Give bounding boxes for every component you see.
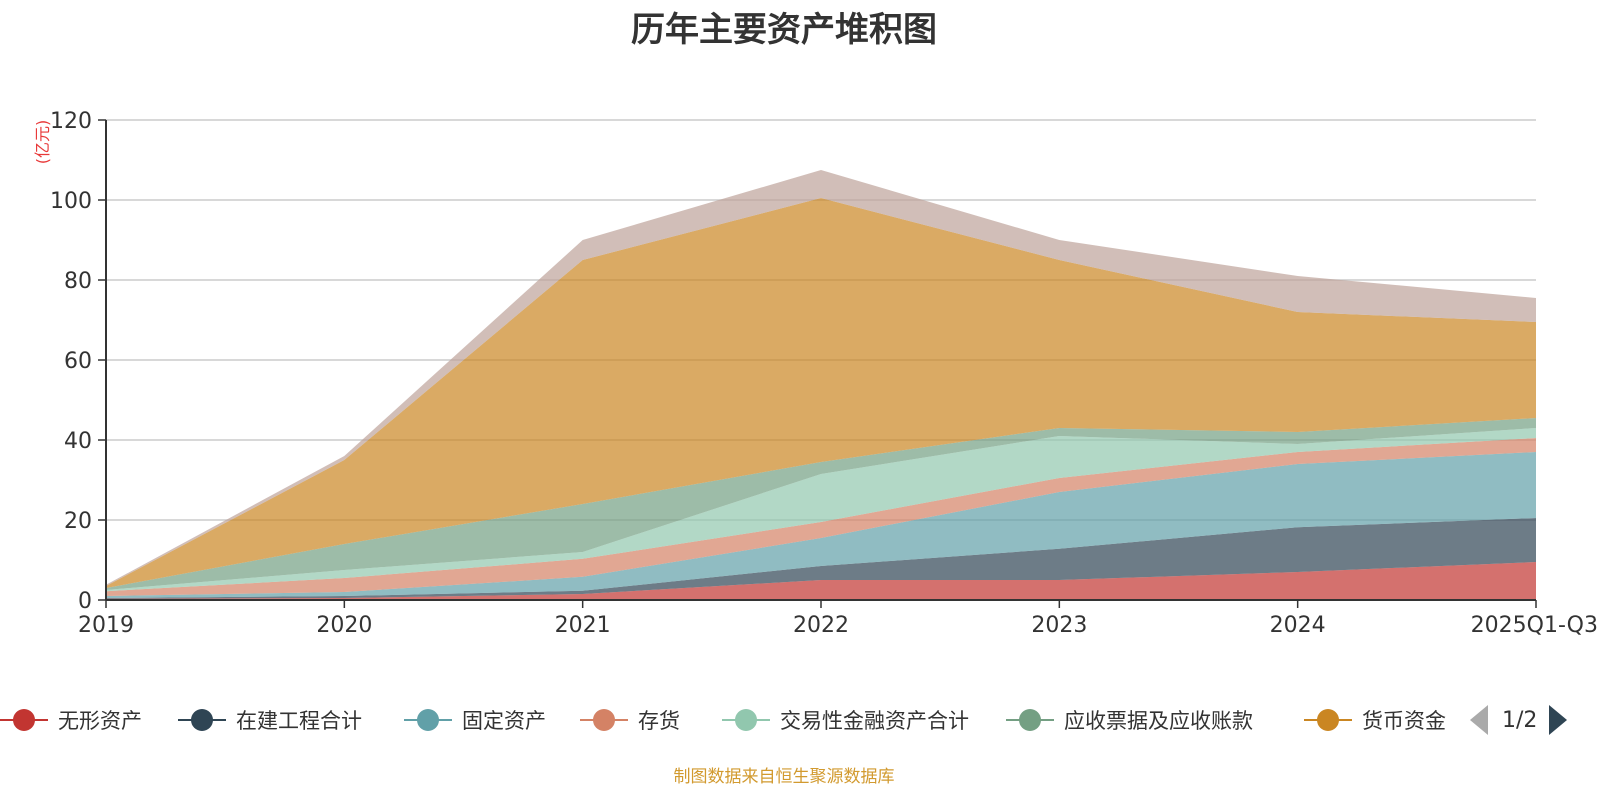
legend-label: 存货 xyxy=(638,709,680,733)
legend-item[interactable]: 在建工程合计 xyxy=(178,700,362,740)
source-note: 制图数据来自恒生聚源数据库 xyxy=(673,767,895,787)
legend-marker-icon xyxy=(0,700,48,740)
x-tick-label: 2021 xyxy=(555,613,611,638)
legend-marker-icon xyxy=(1006,700,1054,740)
legend: 无形资产 在建工程合计 固定资产 存货 交易性金融资产合计 应收票据及应收账款 货币资金 xyxy=(0,700,1600,740)
legend-label: 货币资金 xyxy=(1362,709,1446,733)
legend-marker-icon xyxy=(1304,700,1352,740)
x-tick-label: 2024 xyxy=(1270,613,1326,638)
axis-layer: 0 20 40 60 80 100 120 2019 2020 2021 2022 2023 2024 2… xyxy=(50,109,1598,638)
x-tick-label: 2023 xyxy=(1031,613,1087,638)
legend-next-icon[interactable] xyxy=(1549,705,1568,735)
x-tick-label: 2020 xyxy=(316,613,372,638)
area-series-0[interactable] xyxy=(106,562,1536,600)
x-tick-label: 2025Q1-Q3 xyxy=(1471,613,1598,638)
area-series-6[interactable] xyxy=(106,198,1536,588)
legend-item[interactable]: 交易性金融资产合计 xyxy=(722,700,969,740)
area-series-3[interactable] xyxy=(106,438,1536,596)
legend-marker-icon xyxy=(404,700,452,740)
legend-label: 在建工程合计 xyxy=(236,709,362,733)
area-series-2[interactable] xyxy=(106,452,1536,598)
legend-pager: 1/2 xyxy=(1470,700,1568,740)
area-series-1[interactable] xyxy=(106,518,1536,599)
legend-page-indicator: 1/2 xyxy=(1502,707,1538,733)
chart-title: 历年主要资产堆积图 xyxy=(631,10,937,50)
legend-item[interactable]: 固定资产 xyxy=(404,700,546,740)
area-series-5[interactable] xyxy=(106,418,1536,590)
x-tick-label: 2022 xyxy=(793,613,849,638)
legend-marker-icon xyxy=(580,700,628,740)
area-layer xyxy=(106,170,1536,600)
y-tick-label: 120 xyxy=(50,109,92,134)
legend-item[interactable]: 货币资金 xyxy=(1304,700,1446,740)
y-tick-label: 80 xyxy=(64,269,92,294)
y-tick-label: 100 xyxy=(50,189,92,214)
legend-label: 交易性金融资产合计 xyxy=(780,709,969,733)
y-tick-label: 40 xyxy=(64,429,92,454)
y-tick-label: 60 xyxy=(64,349,92,374)
legend-item[interactable]: 存货 xyxy=(580,700,680,740)
area-series-4[interactable] xyxy=(106,428,1536,592)
legend-label: 应收票据及应收账款 xyxy=(1064,709,1253,733)
legend-marker-icon xyxy=(722,700,770,740)
legend-label: 无形资产 xyxy=(58,709,142,733)
y-tick-label: 0 xyxy=(78,589,92,614)
legend-item[interactable]: 应收票据及应收账款 xyxy=(1006,700,1253,740)
legend-label: 固定资产 xyxy=(462,709,546,733)
area-series-7[interactable] xyxy=(106,170,1536,586)
legend-item[interactable]: 无形资产 xyxy=(0,700,142,740)
legend-marker-icon xyxy=(178,700,226,740)
y-tick-label: 20 xyxy=(64,509,92,534)
legend-prev-icon[interactable] xyxy=(1470,705,1488,735)
y-axis-label: (亿元) xyxy=(33,120,52,165)
x-tick-label: 2019 xyxy=(78,613,134,638)
